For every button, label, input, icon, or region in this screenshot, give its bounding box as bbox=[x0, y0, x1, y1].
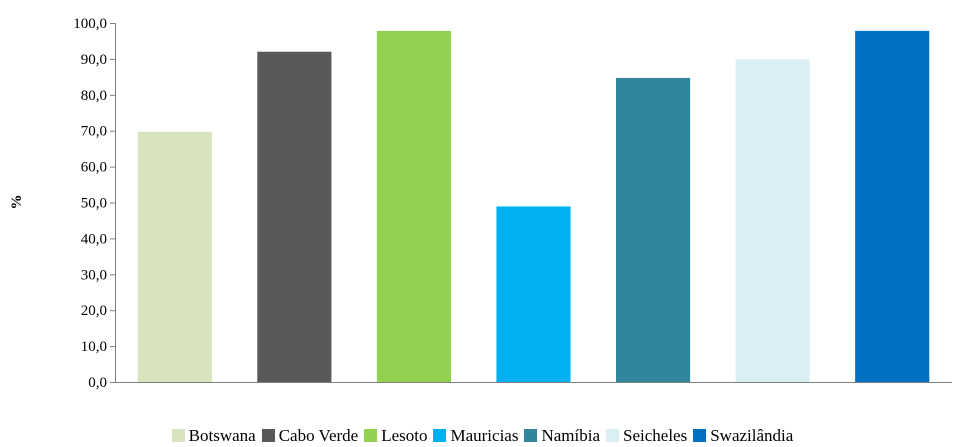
legend-item: Mauricias bbox=[433, 426, 518, 446]
legend-item: Cabo Verde bbox=[261, 426, 359, 446]
y-axis-ticks: 0,0 10,0 20,0 30,0 40,0 50,0 60,0 70,0 80,0 90,0 1… bbox=[73, 16, 115, 391]
bar-nam-bia bbox=[616, 77, 691, 382]
bar-swazil-ndia bbox=[855, 30, 930, 382]
legend-label: Lesoto bbox=[381, 426, 428, 445]
legend-item: Seicheles bbox=[606, 426, 687, 446]
y-tick-label: 100,0 bbox=[73, 16, 107, 32]
legend-swatch bbox=[524, 429, 538, 442]
y-tick-label: 30,0 bbox=[81, 267, 107, 283]
y-tick-label: 40,0 bbox=[81, 231, 107, 247]
y-tick-label: 20,0 bbox=[81, 303, 107, 319]
y-tick-label: 60,0 bbox=[81, 160, 107, 176]
bar-mauricias bbox=[496, 206, 571, 382]
y-tick-label: 70,0 bbox=[81, 124, 107, 140]
legend-swatch bbox=[433, 429, 447, 442]
bars bbox=[137, 30, 930, 382]
legend-label: Seicheles bbox=[623, 426, 688, 445]
y-tick-label: 80,0 bbox=[81, 88, 107, 104]
legend-item: Namíbia bbox=[524, 426, 600, 446]
y-tick-label: 50,0 bbox=[81, 196, 107, 212]
bar-cabo-verde bbox=[257, 51, 332, 382]
legend-swatch bbox=[364, 429, 378, 442]
legend-swatch bbox=[693, 429, 707, 442]
y-tick-label: 90,0 bbox=[81, 52, 107, 68]
legend-item: Lesoto bbox=[364, 426, 427, 446]
bar-lesoto bbox=[376, 30, 451, 382]
y-tick-label: 0,0 bbox=[88, 375, 107, 391]
legend-swatch bbox=[606, 429, 620, 442]
legend-swatch bbox=[171, 429, 185, 442]
y-axis-title: % bbox=[9, 195, 25, 210]
legend: Botswana Cabo Verde Lesoto Mauricias Namíbia… bbox=[0, 426, 965, 446]
legend-label: Swazilândia bbox=[710, 426, 794, 445]
legend-label: Botswana bbox=[188, 426, 256, 445]
legend-label: Mauricias bbox=[450, 426, 519, 445]
legend-label: Cabo Verde bbox=[278, 426, 359, 445]
bar-botswana bbox=[137, 131, 212, 382]
legend-label: Namíbia bbox=[541, 426, 601, 445]
bar-seicheles bbox=[735, 59, 810, 382]
legend-swatch bbox=[261, 429, 275, 442]
legend-item: Swazilândia bbox=[693, 426, 793, 446]
legend-item: Botswana bbox=[171, 426, 256, 446]
y-tick-label: 10,0 bbox=[81, 339, 107, 355]
